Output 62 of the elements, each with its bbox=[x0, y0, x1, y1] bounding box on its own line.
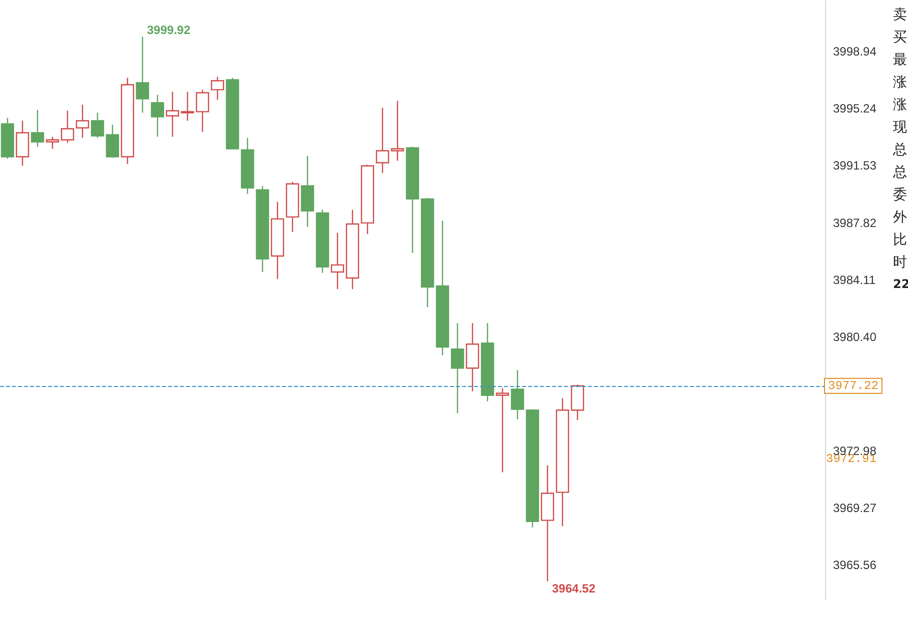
candlestick bbox=[526, 408, 540, 528]
candlestick bbox=[480, 322, 494, 402]
candlestick bbox=[390, 100, 404, 162]
annotation: 3999.92 bbox=[147, 23, 191, 38]
candlestick bbox=[240, 137, 254, 194]
candlestick bbox=[450, 322, 464, 414]
candlestick bbox=[256, 185, 270, 273]
candlestick bbox=[420, 197, 434, 308]
candlestick bbox=[360, 164, 374, 235]
text: 总 bbox=[892, 142, 907, 158]
text: 涨 bbox=[893, 97, 907, 113]
candlestick bbox=[0, 117, 14, 160]
candlestick bbox=[316, 209, 330, 274]
candlestick bbox=[510, 370, 524, 420]
text: 最 bbox=[893, 52, 907, 68]
candlestick bbox=[46, 136, 60, 150]
text: 时 bbox=[893, 254, 907, 270]
candlestick bbox=[210, 76, 224, 100]
candlestick bbox=[180, 91, 194, 122]
candlestick bbox=[136, 36, 150, 114]
candlestick bbox=[346, 209, 360, 290]
candlestick bbox=[196, 89, 210, 132]
annotation: 3964.52 bbox=[552, 582, 596, 596]
candlestick bbox=[300, 155, 314, 228]
candlestick bbox=[436, 220, 450, 356]
candlestick bbox=[106, 124, 120, 158]
candlestick bbox=[540, 464, 554, 582]
y-tick-label: 3980.40 bbox=[833, 330, 877, 344]
candlestick bbox=[330, 232, 344, 290]
candlestick bbox=[120, 77, 134, 164]
candlestick bbox=[30, 109, 44, 148]
text: 委 bbox=[893, 187, 907, 203]
candlestick bbox=[570, 384, 584, 421]
candlestick bbox=[270, 201, 284, 280]
candlestick bbox=[166, 91, 180, 138]
ref-line-label: 3977.22 bbox=[828, 378, 878, 393]
text: 外 bbox=[893, 210, 907, 226]
y-tick-label: 3984.11 bbox=[833, 272, 876, 287]
candlestick bbox=[376, 107, 390, 174]
candlestick bbox=[556, 398, 570, 527]
candlestick bbox=[496, 388, 510, 473]
candlestick bbox=[226, 77, 240, 150]
y-tick-label: 3969.27 bbox=[833, 501, 877, 516]
candlestick bbox=[286, 181, 300, 233]
candlestick bbox=[466, 322, 480, 392]
candlestick bbox=[406, 146, 420, 254]
text: 涨 bbox=[893, 74, 907, 90]
candlestick bbox=[60, 110, 74, 144]
y-tick-label: 3998.94 bbox=[833, 44, 877, 59]
y-tick-label: 3991.53 bbox=[833, 158, 877, 173]
text: 买 bbox=[893, 30, 907, 46]
y-tick-label: 3965.56 bbox=[833, 558, 877, 572]
candlestick bbox=[16, 120, 30, 166]
y-tick-label: 3995.24 bbox=[833, 102, 877, 116]
text: 现 bbox=[893, 120, 907, 136]
text: 卖 bbox=[893, 7, 907, 23]
text: 比 bbox=[893, 232, 907, 248]
candlestick bbox=[150, 94, 164, 138]
candlestick bbox=[76, 104, 90, 138]
y-tick-label: 3987.82 bbox=[833, 216, 877, 230]
text: 总 bbox=[892, 164, 907, 180]
candlestick bbox=[90, 112, 104, 138]
